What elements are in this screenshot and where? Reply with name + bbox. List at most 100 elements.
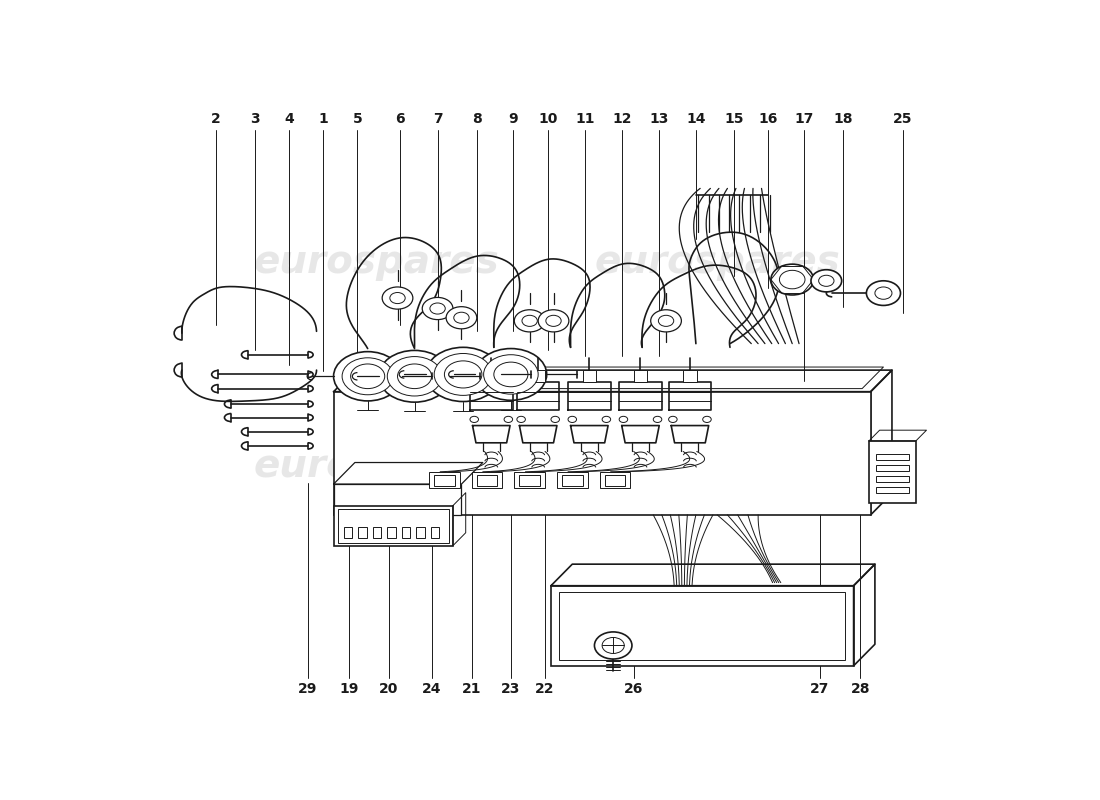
Circle shape <box>546 315 561 326</box>
Bar <box>387 527 396 538</box>
Bar <box>557 472 587 488</box>
Bar <box>484 370 498 382</box>
Circle shape <box>659 315 673 326</box>
Bar <box>562 475 583 486</box>
Circle shape <box>867 281 901 306</box>
Circle shape <box>653 416 662 422</box>
Bar <box>531 370 544 382</box>
Circle shape <box>602 638 625 654</box>
Circle shape <box>447 306 476 329</box>
Circle shape <box>444 361 482 388</box>
Circle shape <box>780 270 805 289</box>
Circle shape <box>397 364 431 389</box>
Circle shape <box>651 310 681 332</box>
Text: 11: 11 <box>575 113 595 126</box>
Bar <box>634 370 647 382</box>
Circle shape <box>378 350 450 402</box>
Circle shape <box>389 293 405 303</box>
Circle shape <box>703 416 712 422</box>
Bar <box>876 465 909 471</box>
Bar <box>333 484 462 515</box>
Bar <box>429 472 460 488</box>
Circle shape <box>342 358 394 394</box>
Bar <box>333 392 871 515</box>
Circle shape <box>333 352 402 401</box>
Text: 12: 12 <box>612 113 631 126</box>
Circle shape <box>484 354 538 394</box>
Text: 14: 14 <box>686 113 705 126</box>
Bar <box>373 527 382 538</box>
Text: 4: 4 <box>285 113 294 126</box>
Bar <box>683 370 696 382</box>
Text: 27: 27 <box>810 682 829 695</box>
Circle shape <box>619 416 628 422</box>
Circle shape <box>387 357 442 396</box>
Circle shape <box>594 632 631 659</box>
Circle shape <box>422 298 453 320</box>
Circle shape <box>382 287 412 309</box>
Bar <box>560 592 845 660</box>
Bar <box>333 506 453 546</box>
Circle shape <box>515 310 544 332</box>
Text: 8: 8 <box>472 113 482 126</box>
Circle shape <box>522 315 537 326</box>
Circle shape <box>538 310 569 332</box>
Circle shape <box>669 416 678 422</box>
Bar <box>402 527 410 538</box>
Text: 9: 9 <box>508 113 517 126</box>
Bar <box>600 472 630 488</box>
Circle shape <box>454 312 469 323</box>
Circle shape <box>811 270 842 292</box>
Bar <box>519 475 540 486</box>
Text: 6: 6 <box>395 113 405 126</box>
Text: 13: 13 <box>649 113 669 126</box>
Bar <box>338 509 449 542</box>
Text: 29: 29 <box>298 682 318 695</box>
Text: 25: 25 <box>893 113 913 126</box>
Circle shape <box>874 287 892 299</box>
Circle shape <box>430 303 446 314</box>
Circle shape <box>494 362 528 386</box>
Bar <box>359 527 366 538</box>
Bar <box>583 370 596 382</box>
Bar <box>472 472 503 488</box>
Text: 23: 23 <box>502 682 520 695</box>
Text: 7: 7 <box>432 113 442 126</box>
Bar <box>551 586 854 666</box>
Text: 15: 15 <box>725 113 744 126</box>
Text: 17: 17 <box>794 113 814 126</box>
Circle shape <box>434 354 492 395</box>
Bar <box>876 476 909 482</box>
Text: 20: 20 <box>379 682 398 695</box>
Text: 3: 3 <box>251 113 260 126</box>
Text: 26: 26 <box>624 682 644 695</box>
Bar <box>434 475 454 486</box>
Text: 18: 18 <box>834 113 854 126</box>
Bar <box>476 475 497 486</box>
Circle shape <box>818 275 834 286</box>
Text: 2: 2 <box>211 113 221 126</box>
Bar <box>344 527 352 538</box>
Circle shape <box>551 416 560 422</box>
Text: 24: 24 <box>422 682 441 695</box>
Bar <box>416 527 425 538</box>
Text: 10: 10 <box>539 113 558 126</box>
Text: 22: 22 <box>536 682 554 695</box>
Bar <box>869 441 916 502</box>
Text: eurospares: eurospares <box>253 243 499 282</box>
Circle shape <box>504 416 513 422</box>
Circle shape <box>517 416 526 422</box>
Text: eurospares: eurospares <box>253 446 499 485</box>
Circle shape <box>475 349 547 400</box>
Circle shape <box>771 264 814 295</box>
Circle shape <box>351 364 385 389</box>
Text: 16: 16 <box>759 113 778 126</box>
Text: 19: 19 <box>339 682 359 695</box>
Text: 21: 21 <box>462 682 482 695</box>
Text: 5: 5 <box>353 113 362 126</box>
Circle shape <box>602 416 610 422</box>
Text: 28: 28 <box>850 682 870 695</box>
Bar <box>515 472 544 488</box>
Text: 1: 1 <box>319 113 328 126</box>
Bar <box>876 487 909 494</box>
